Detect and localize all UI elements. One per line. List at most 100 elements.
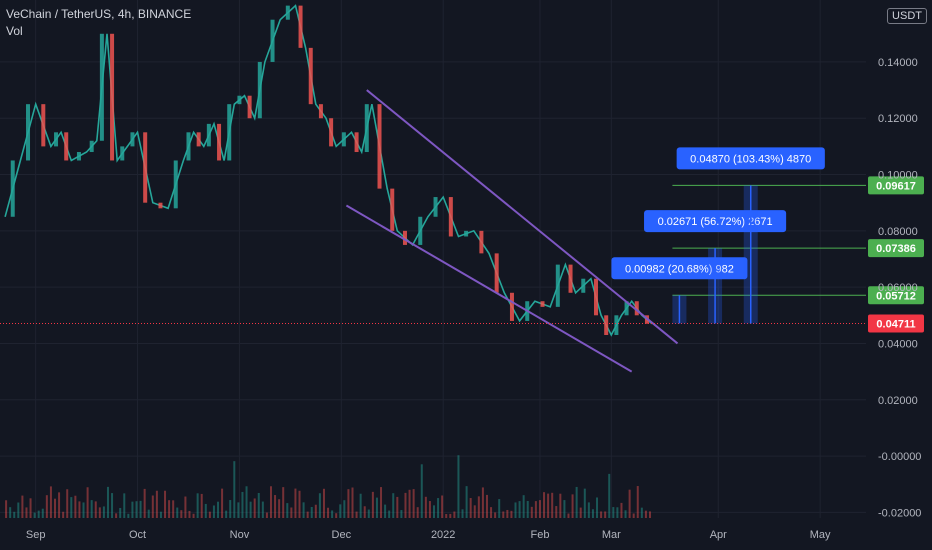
volume-bar [571, 494, 574, 518]
candle [270, 19, 275, 62]
volume-bar [469, 498, 472, 518]
candle [143, 132, 148, 203]
y-tick-label: 0.12000 [878, 113, 918, 125]
volume-bar [485, 494, 488, 518]
volume-bar [269, 486, 272, 518]
volume-bar [135, 501, 138, 518]
candle [196, 132, 201, 147]
candle [418, 216, 423, 245]
projection-label: 0.04870 (103.43%) 4870 [690, 153, 811, 165]
y-tick-label: -0.00000 [878, 451, 921, 463]
volume-bar [608, 473, 611, 518]
volume-bar [380, 487, 383, 518]
volume-bar [600, 511, 603, 518]
volume-bar [514, 502, 517, 518]
volume-bar [510, 510, 513, 518]
volume-bar [461, 509, 464, 518]
volume-bar [604, 511, 607, 518]
volume-bar [416, 507, 419, 518]
currency-button[interactable]: USDT [887, 8, 927, 24]
volume-bar [526, 500, 529, 518]
volume-bar [184, 496, 187, 518]
candle [604, 315, 609, 336]
candle [173, 160, 178, 209]
projection-box [611, 257, 748, 280]
projection-boxes: 0.00982 (20.68%) 982 0.02671 (56.72%) 267… [611, 147, 825, 324]
volume-bar [636, 486, 639, 518]
time-axis[interactable]: Sep Oct Nov Dec 2022 Feb Mar Apr May [26, 529, 831, 541]
volume-bar [347, 489, 350, 518]
candle [130, 132, 135, 147]
volume-histogram [5, 455, 651, 518]
volume-bar [172, 500, 175, 518]
price-series [4, 4, 653, 337]
volume-bar [371, 491, 374, 518]
volume-bar [151, 495, 154, 518]
volume-bar [17, 502, 20, 518]
volume-bar [204, 503, 207, 518]
volume-bar [563, 500, 566, 518]
x-tick-label: 2022 [431, 529, 455, 541]
volume-bar [78, 501, 81, 518]
level-tag-label: 0.09617 [876, 180, 916, 192]
candle [494, 253, 499, 293]
volume-bar [408, 489, 411, 518]
volume-bar [567, 513, 570, 518]
volume-bar [648, 511, 651, 518]
volume-bar [229, 500, 232, 518]
volume-bar [188, 510, 191, 518]
candle [479, 230, 484, 254]
volume-bar [261, 501, 264, 518]
volume-bar [367, 509, 370, 518]
volume-bar [286, 503, 289, 518]
y-tick-label: 0.10000 [878, 170, 918, 182]
channel-lower-line [345, 204, 633, 373]
volume-bar [628, 489, 631, 518]
volume-bar [490, 507, 493, 518]
volume-bar [237, 502, 240, 518]
volume-bar [33, 512, 36, 518]
volume-bar [502, 511, 505, 518]
volume-bar [575, 486, 578, 518]
volume-bar [587, 502, 590, 518]
volume-bar [143, 488, 146, 518]
volume-bar [530, 506, 533, 518]
volume-bar [245, 486, 248, 518]
volume-bar [168, 500, 171, 518]
volume-label[interactable]: Vol [6, 24, 23, 38]
volume-bar [388, 510, 391, 518]
candle [99, 33, 104, 141]
volume-bar [233, 461, 236, 518]
volume-bar [310, 506, 313, 518]
volume-bar [596, 497, 599, 518]
volume-bar [335, 513, 338, 518]
level-tag [868, 176, 924, 195]
volume-bar [131, 501, 134, 518]
volume-bar [37, 510, 40, 518]
projection-label: 0.00982 (20.68%) 982 [625, 263, 734, 275]
level-tag-label: 0.04711 [876, 318, 915, 330]
volume-bar [298, 490, 301, 518]
volume-bar [433, 505, 435, 518]
volume-bar [579, 507, 582, 518]
volume-bar [547, 493, 550, 518]
volume-bar [253, 498, 256, 518]
volume-bar [98, 507, 101, 518]
candle [341, 132, 346, 147]
symbol-title[interactable]: VeChain / TetherUS, 4h, BINANCE [6, 7, 192, 21]
volume-bar [86, 487, 89, 518]
volume-bar [351, 487, 354, 518]
volume-bar [359, 493, 362, 518]
volume-bar [225, 510, 228, 518]
candle [402, 230, 407, 245]
projection-label: 0.02671 (56.72%) 2671 [658, 216, 773, 228]
level-tag-label: 0.07386 [876, 243, 916, 255]
candle [581, 278, 586, 293]
candle [54, 132, 59, 147]
candle [158, 202, 163, 209]
price-axis[interactable]: 0.14000 0.12000 0.10000 0.08000 0.06000 0.040… [878, 57, 921, 519]
candle [377, 104, 382, 189]
volume-bar [127, 513, 130, 518]
volume-bar [437, 498, 440, 518]
